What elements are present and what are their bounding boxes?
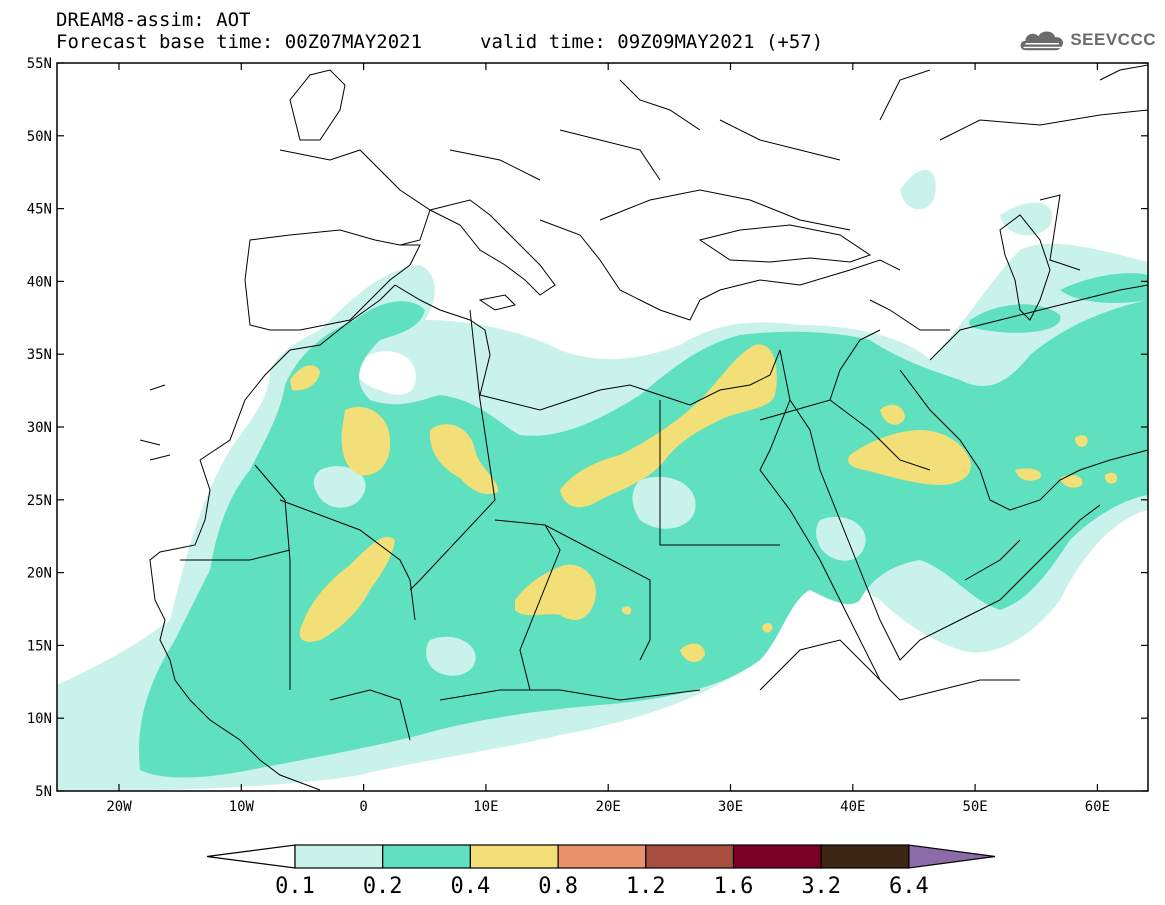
- colorbar-label: 0.4: [451, 874, 491, 899]
- lat-tick-label: 40N: [27, 274, 52, 290]
- aot-mid-holes: [313, 466, 866, 676]
- coastlines: [139, 64, 1148, 791]
- map-title: DREAM8-assim: AOT: [56, 9, 251, 31]
- colorbar-label: 1.2: [626, 874, 666, 899]
- lon-tick-label: 40E: [840, 799, 865, 815]
- lon-tick-label: 10E: [473, 799, 498, 815]
- lon-tick-label: 30E: [718, 799, 743, 815]
- colorbar-swatch: [732, 844, 822, 869]
- forecast-base-time: Forecast base time: 00Z07MAY2021: [56, 31, 423, 53]
- colorbar-label: 0.2: [363, 874, 403, 899]
- lat-axis: 55N 50N 45N 40N 35N 30N 25N 20N 15N 10N 5N: [27, 56, 1148, 800]
- colorbar-over-triangle: [908, 844, 996, 869]
- colorbar-swatch: [557, 844, 647, 869]
- colorbar-swatch: [820, 844, 910, 869]
- forecast-times: Forecast base time: 00Z07MAY2021 valid ti…: [56, 31, 823, 53]
- lon-axis: 20W 10W 0 10E 20E 30E 40E 50E 60E: [106, 63, 1110, 815]
- lat-tick-label: 10N: [27, 711, 52, 727]
- lat-tick-label: 20N: [27, 566, 52, 582]
- logo-text: SEEVCCC: [1070, 30, 1156, 49]
- colorbar-under-triangle: [206, 844, 296, 869]
- forecast-valid-time: valid time: 09Z09MAY2021 (+57): [480, 31, 824, 53]
- lon-tick-label: 50E: [962, 799, 987, 815]
- lat-tick-label: 30N: [27, 420, 52, 436]
- lat-tick-label: 55N: [27, 56, 52, 72]
- lat-tick-label: 5N: [35, 784, 52, 800]
- colorbar-label: 0.1: [275, 874, 315, 899]
- lat-tick-label: 50N: [27, 129, 52, 145]
- colorbar-swatch: [294, 844, 384, 869]
- lat-tick-label: 15N: [27, 638, 52, 654]
- cloud-logo-icon: [1020, 31, 1064, 51]
- seevccc-logo: SEEVCCC: [1018, 26, 1156, 54]
- aot-band-0-4: [290, 344, 1118, 662]
- colorbar-label: 1.6: [714, 874, 754, 899]
- aot-colorbar: 0.1 0.2 0.4 0.8 1.2 1.6 3.2 6.4: [206, 844, 996, 899]
- colorbar-swatch: [382, 844, 472, 869]
- colorbar-label: 3.2: [801, 874, 841, 899]
- lat-tick-label: 25N: [27, 493, 52, 509]
- colorbar-swatch: [469, 844, 559, 869]
- lon-tick-label: 10W: [229, 799, 255, 815]
- lon-tick-label: 60E: [1085, 799, 1110, 815]
- colorbar-label: 6.4: [889, 874, 929, 899]
- lon-tick-label: 20W: [106, 799, 132, 815]
- lat-tick-label: 35N: [27, 347, 52, 363]
- colorbar-swatch: [645, 844, 735, 869]
- lon-tick-label: 0: [359, 799, 367, 815]
- lon-tick-label: 20E: [596, 799, 621, 815]
- colorbar-label: 0.8: [538, 874, 578, 899]
- lat-tick-label: 45N: [27, 202, 52, 218]
